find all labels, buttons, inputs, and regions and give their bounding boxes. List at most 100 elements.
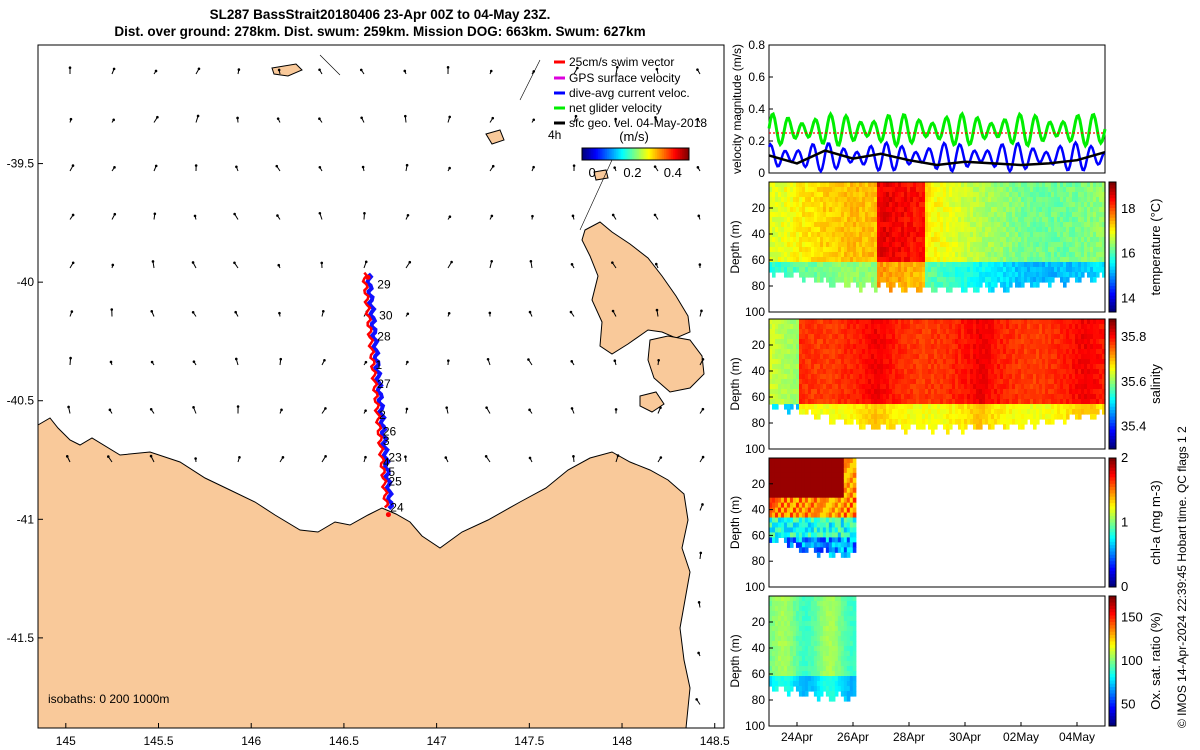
salinity-cell <box>895 394 899 400</box>
temperature-cell <box>799 207 803 213</box>
temperature-cell <box>877 192 881 198</box>
salinity-cell <box>808 399 812 405</box>
salinity-cell <box>1033 399 1037 405</box>
geo-arrow-head <box>113 166 116 169</box>
geo-arrow-head <box>69 356 72 360</box>
temperature-cell <box>880 242 884 248</box>
salinity-cell <box>994 409 998 415</box>
salinity-cell <box>934 419 938 425</box>
temperature-cell <box>781 197 785 203</box>
temperature-cell <box>913 192 917 198</box>
salinity-cell <box>808 329 812 335</box>
salinity-cell <box>844 349 848 355</box>
salinity-cell <box>946 349 950 355</box>
temperature-cell <box>769 267 773 273</box>
salinity-cell <box>817 334 821 340</box>
salinity-cell <box>886 419 890 425</box>
temperature-cell <box>958 247 962 253</box>
temperature-cell <box>817 227 821 233</box>
geo-arrow-head <box>67 405 70 409</box>
temperature-cell <box>1102 217 1106 223</box>
salinity-cell <box>805 354 809 360</box>
salinity-cell <box>868 374 872 380</box>
salinity-cell <box>787 359 791 365</box>
salinity-cell <box>871 359 875 365</box>
temperature-cell <box>1081 232 1085 238</box>
salinity-cell <box>895 339 899 345</box>
salinity-cell <box>877 409 881 415</box>
temperature-cell <box>811 187 815 193</box>
salinity-cell <box>775 349 779 355</box>
temperature-cell <box>838 262 842 268</box>
salinity-cell <box>829 339 833 345</box>
salinity-cell <box>820 344 824 350</box>
temperature-cell <box>1012 222 1016 228</box>
geo-arrow-head <box>361 165 365 169</box>
temperature-cell <box>961 267 965 273</box>
geo-arrow-head <box>695 698 698 701</box>
temperature-cell <box>802 237 806 243</box>
temperature-cell <box>769 182 773 188</box>
temperature-cell <box>883 257 887 263</box>
temperature-cell <box>865 272 869 278</box>
salinity-cell <box>835 394 839 400</box>
salinity-cell <box>1039 319 1043 325</box>
geo-arrow-head <box>697 601 701 604</box>
temperature-cell <box>1021 262 1025 268</box>
temperature-cell <box>1078 277 1082 283</box>
salinity-cell <box>772 324 776 330</box>
salinity-cell <box>979 339 983 345</box>
salinity-cell <box>784 344 788 350</box>
temperature-cell <box>823 252 827 258</box>
temperature-cell <box>1033 247 1037 253</box>
temperature-cell <box>847 197 851 203</box>
salinity-cell <box>907 414 911 420</box>
temperature-cell <box>1069 187 1073 193</box>
temperature-cell <box>877 257 881 263</box>
temperature-cell <box>922 227 926 233</box>
temperature-cell <box>1048 212 1052 218</box>
salinity-cell <box>862 384 866 390</box>
salinity-cell <box>871 424 875 430</box>
salinity-cell <box>982 319 986 325</box>
salinity-cell <box>781 394 785 400</box>
temperature-cell <box>769 192 773 198</box>
salinity-cell <box>850 394 854 400</box>
temperature-cell <box>970 207 974 213</box>
temperature-cell <box>967 227 971 233</box>
temperature-cell <box>877 202 881 208</box>
salinity-cell <box>853 394 857 400</box>
temperature-cell <box>928 232 932 238</box>
temperature-cell <box>907 227 911 233</box>
temperature-cell <box>883 222 887 228</box>
salinity-cell <box>874 409 878 415</box>
temperature-cell <box>802 262 806 268</box>
salinity-cell <box>1063 419 1067 425</box>
salinity-cell <box>934 334 938 340</box>
temperature-cell <box>928 242 932 248</box>
salinity-cell <box>1018 354 1022 360</box>
salinity-cell <box>814 319 818 325</box>
temperature-cell <box>895 232 899 238</box>
temperature-cell <box>805 267 809 273</box>
salinity-cell <box>793 379 797 385</box>
salinity-cell <box>1006 319 1010 325</box>
temperature-cell <box>970 267 974 273</box>
salinity-cell <box>967 399 971 405</box>
temperature-cell <box>967 212 971 218</box>
geo-arrow-head <box>528 408 531 412</box>
temperature-cell <box>988 257 992 263</box>
temperature-cell <box>1036 282 1040 288</box>
salinity-cell <box>949 359 953 365</box>
salinity-cell <box>961 339 965 345</box>
temperature-cell <box>931 287 935 293</box>
salinity-cell <box>883 389 887 395</box>
salinity-cell <box>943 399 947 405</box>
salinity-cell <box>805 364 809 370</box>
temperature-cell <box>805 257 809 263</box>
temperature-cell <box>778 227 782 233</box>
salinity-cell <box>934 324 938 330</box>
salinity-cell <box>829 414 833 420</box>
temperature-cell <box>1039 227 1043 233</box>
salinity-cell <box>805 334 809 340</box>
